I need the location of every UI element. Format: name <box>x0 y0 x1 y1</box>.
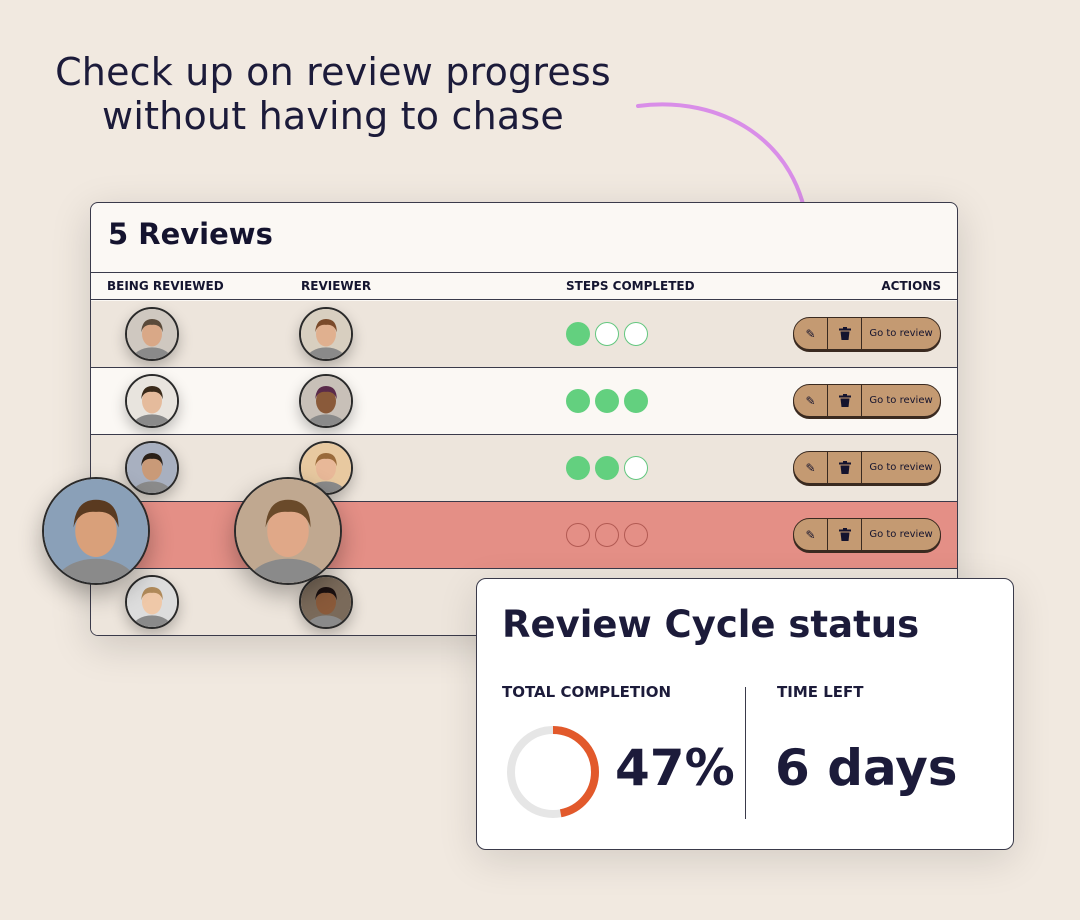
steps-indicator <box>566 322 648 346</box>
divider <box>745 687 746 819</box>
avatar-being-reviewed[interactable] <box>125 575 179 629</box>
step-pending <box>566 523 590 547</box>
avatar-being-reviewed[interactable] <box>125 307 179 361</box>
time-left-value: 6 days <box>775 739 958 797</box>
avatar-being-reviewed-highlight[interactable] <box>42 477 150 585</box>
avatar-reviewer-highlight[interactable] <box>234 477 342 585</box>
go-to-review-button[interactable]: Go to review <box>869 529 933 540</box>
edit-button[interactable]: ✎ <box>794 318 828 349</box>
table-header: BEING REVIEWED REVIEWER STEPS COMPLETED … <box>91 272 957 300</box>
avatar-reviewer[interactable] <box>299 374 353 428</box>
step-completed <box>566 322 590 346</box>
step-pending <box>595 523 619 547</box>
pencil-icon: ✎ <box>805 393 816 408</box>
time-left-label: TIME LEFT <box>777 683 864 701</box>
reviews-card: 5 Reviews BEING REVIEWED REVIEWER STEPS … <box>90 202 958 636</box>
row-actions: ✎ Go to review <box>793 518 941 551</box>
step-completed <box>566 389 590 413</box>
pencil-icon: ✎ <box>805 460 816 475</box>
table-row: ✎ Go to review <box>91 502 957 569</box>
total-completion-label: TOTAL COMPLETION <box>502 683 672 701</box>
pencil-icon: ✎ <box>805 527 816 542</box>
avatar-being-reviewed[interactable] <box>125 441 179 495</box>
table-row: ✎ Go to review <box>91 435 957 502</box>
delete-button[interactable] <box>828 519 862 550</box>
headline-line-1: Check up on review progress <box>55 50 611 94</box>
edit-button[interactable]: ✎ <box>794 452 828 483</box>
go-to-review-button[interactable]: Go to review <box>869 395 933 406</box>
pencil-icon: ✎ <box>805 326 816 341</box>
table-row: ✎ Go to review <box>91 301 957 368</box>
delete-button[interactable] <box>828 385 862 416</box>
row-actions: ✎ Go to review <box>793 384 941 417</box>
go-to-review-button[interactable]: Go to review <box>869 328 933 339</box>
trash-icon <box>838 461 851 474</box>
avatar-reviewer[interactable] <box>299 307 353 361</box>
step-completed <box>624 389 648 413</box>
edit-button[interactable]: ✎ <box>794 519 828 550</box>
steps-indicator <box>566 456 648 480</box>
trash-icon <box>838 394 851 407</box>
review-cycle-status-card: Review Cycle status TOTAL COMPLETION TIM… <box>476 578 1014 850</box>
step-completed <box>595 389 619 413</box>
headline-line-2: without having to chase <box>102 94 564 138</box>
avatar-reviewer[interactable] <box>299 575 353 629</box>
steps-indicator <box>566 389 648 413</box>
delete-button[interactable] <box>828 452 862 483</box>
completion-value: 47% <box>615 739 735 797</box>
donut-progress <box>507 726 599 818</box>
status-title: Review Cycle status <box>502 603 920 646</box>
steps-indicator <box>566 523 648 547</box>
step-completed <box>566 456 590 480</box>
trash-icon <box>838 327 851 340</box>
step-pending <box>595 322 619 346</box>
table-row: ✎ Go to review <box>91 368 957 435</box>
trash-icon <box>838 528 851 541</box>
completion-donut <box>507 726 599 818</box>
go-to-review-button[interactable]: Go to review <box>869 462 933 473</box>
delete-button[interactable] <box>828 318 862 349</box>
row-actions: ✎ Go to review <box>793 317 941 350</box>
headline: Check up on review progress without havi… <box>0 50 666 138</box>
step-completed <box>595 456 619 480</box>
step-pending <box>624 523 648 547</box>
avatar-being-reviewed[interactable] <box>125 374 179 428</box>
column-reviewer: REVIEWER <box>301 279 372 293</box>
row-actions: ✎ Go to review <box>793 451 941 484</box>
step-pending <box>624 322 648 346</box>
column-being-reviewed: BEING REVIEWED <box>107 279 224 293</box>
reviews-title: 5 Reviews <box>108 217 273 251</box>
column-steps-completed: STEPS COMPLETED <box>566 279 695 293</box>
column-actions: ACTIONS <box>881 279 941 293</box>
step-pending <box>624 456 648 480</box>
edit-button[interactable]: ✎ <box>794 385 828 416</box>
